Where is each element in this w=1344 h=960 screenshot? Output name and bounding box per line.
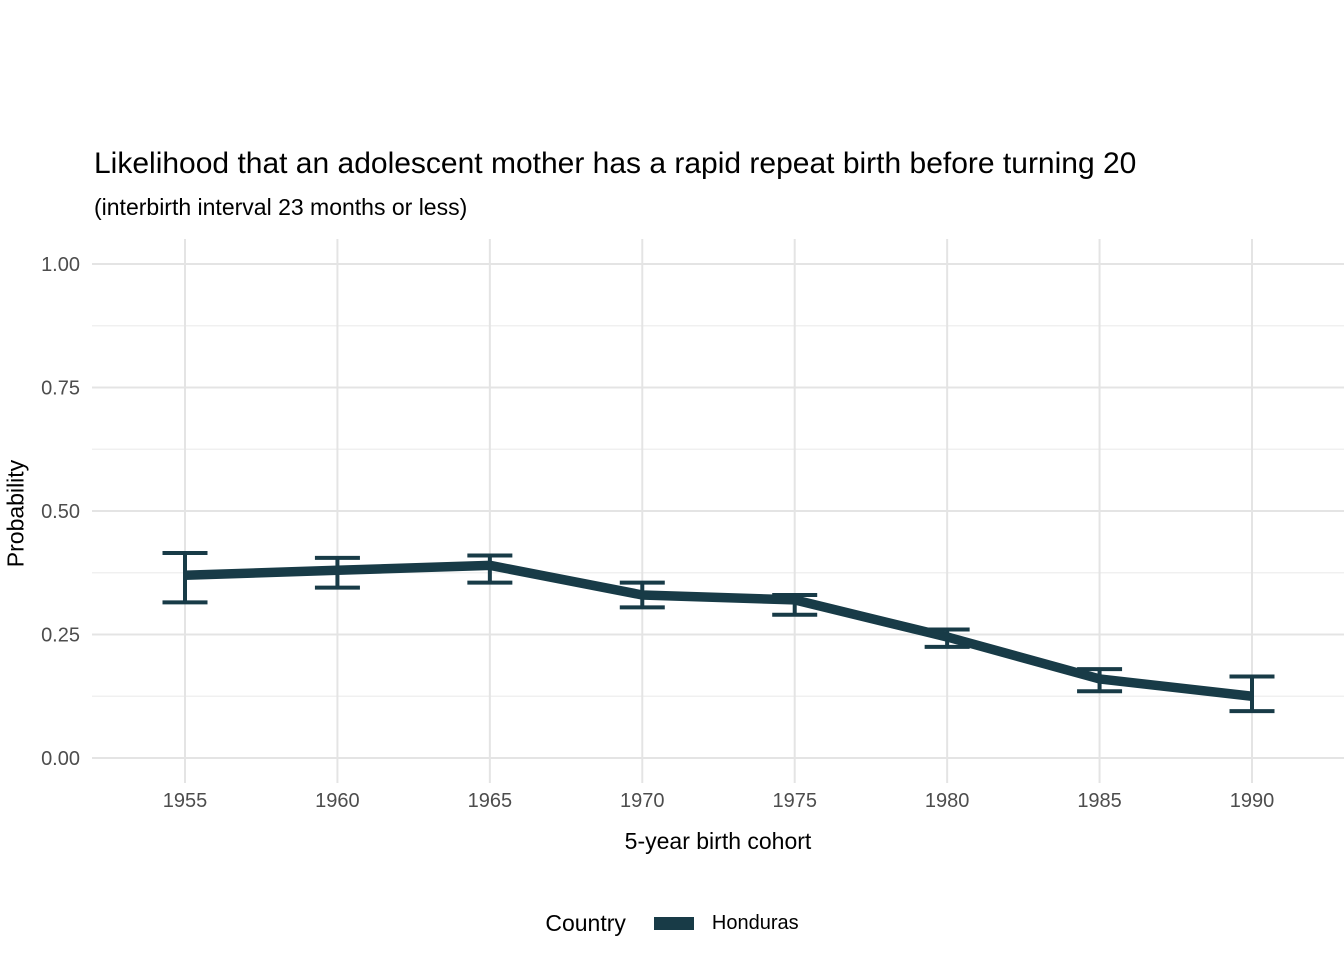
x-tick-label: 1980 xyxy=(925,790,970,812)
x-tick-label: 1990 xyxy=(1230,790,1275,812)
legend-key-line-swatch xyxy=(653,916,694,930)
chart-title: Likelihood that an adolescent mother has… xyxy=(94,147,1137,180)
legend-label-honduras: Honduras xyxy=(711,911,799,934)
series-line-honduras xyxy=(184,560,1253,701)
y-tick-label: 0.25 xyxy=(41,625,80,647)
x-axis-title: 5-year birth cohort xyxy=(624,828,812,854)
x-tick-label: 1975 xyxy=(772,790,817,812)
y-tick-label: 0.75 xyxy=(41,378,80,400)
legend: Country Honduras xyxy=(0,903,1344,943)
x-tick-label: 1985 xyxy=(1077,790,1122,812)
chart-subtitle: (interbirth interval 23 months or less) xyxy=(94,194,468,220)
y-tick-label: 1.00 xyxy=(41,254,80,276)
x-tick-label: 1970 xyxy=(620,790,665,812)
x-tick-label: 1960 xyxy=(315,790,360,812)
x-tick-label: 1965 xyxy=(468,790,513,812)
y-axis-title: Probability xyxy=(2,459,29,568)
y-tick-label: 0.50 xyxy=(41,501,80,523)
y-tick-label: 0.00 xyxy=(41,748,80,770)
x-tick-label: 1955 xyxy=(163,790,208,812)
legend-title: Country xyxy=(545,909,626,936)
